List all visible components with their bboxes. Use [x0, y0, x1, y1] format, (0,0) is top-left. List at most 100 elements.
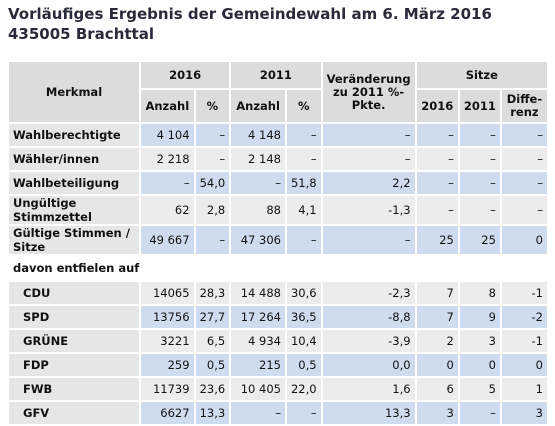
row-label: CDU	[9, 282, 140, 304]
cell: –	[231, 402, 285, 424]
table-row: GFV 6627 13,3– –13,3 3–3	[9, 402, 547, 424]
cell: –	[195, 226, 230, 254]
cell: 0,5	[195, 354, 230, 376]
cell: 13,3	[322, 402, 415, 424]
table-row: FDP 259 0,5 215 0,5 0,0 0 0 0	[9, 354, 547, 376]
cell: –	[416, 148, 458, 170]
row-label: davon entfielen auf	[9, 256, 547, 280]
cell: –	[195, 124, 230, 146]
cell: 3	[459, 330, 500, 352]
cell: 49 667	[141, 226, 194, 254]
row-label: GFV	[9, 402, 140, 424]
cell: 9	[459, 306, 500, 328]
cell: 2 218	[141, 148, 194, 170]
cell: –	[416, 196, 458, 224]
cell: 36,5	[286, 306, 321, 328]
cell: 22,0	[286, 378, 321, 400]
cell: –	[501, 196, 547, 224]
sub-header: Anzahl	[141, 90, 194, 122]
sub-header: Diffe- renz	[501, 90, 547, 122]
cell: –	[322, 226, 415, 254]
table-row: Ungültige Stimmzettel 62 2,8 88 4,1 -1,3– – –	[9, 196, 547, 224]
cell: 88	[231, 196, 285, 224]
cell: 0	[501, 354, 547, 376]
cell: 2 148	[231, 148, 285, 170]
cell: 1,6	[322, 378, 415, 400]
sub-header: %	[286, 90, 321, 122]
cell: 7	[416, 306, 458, 328]
cell: 2,8	[195, 196, 230, 224]
sub-header: 2016	[416, 90, 458, 122]
cell: 4 148	[231, 124, 285, 146]
col-header: Sitze	[416, 62, 547, 88]
cell: 2	[416, 330, 458, 352]
cell: 1	[501, 378, 547, 400]
table-row: Wahlbeteiligung –54,0–51,8 2,2– – –	[9, 172, 547, 194]
cell: –	[459, 402, 500, 424]
results-table: Merkmal 2016 2011 Veränderung zu 2011 %-…	[7, 60, 549, 426]
row-label: GRÜNE	[9, 330, 140, 352]
cell: 10 405	[231, 378, 285, 400]
cell: –	[322, 148, 415, 170]
cell: 0	[416, 354, 458, 376]
cell: –	[231, 172, 285, 194]
cell: 3	[416, 402, 458, 424]
table-row: davon entfielen auf	[9, 256, 547, 280]
cell: 54,0	[195, 172, 230, 194]
cell: –	[459, 148, 500, 170]
cell: 6,5	[195, 330, 230, 352]
cell: 8	[459, 282, 500, 304]
cell: –	[416, 124, 458, 146]
cell: –	[195, 148, 230, 170]
table-row: Wähler/innen 2 218–2 148– – – – –	[9, 148, 547, 170]
cell: 17 264	[231, 306, 285, 328]
cell: -3,9	[322, 330, 415, 352]
cell: 25	[416, 226, 458, 254]
cell: –	[459, 124, 500, 146]
cell: 5	[459, 378, 500, 400]
cell: 3	[501, 402, 547, 424]
cell: 27,7	[195, 306, 230, 328]
col-header: Merkmal	[9, 62, 140, 122]
cell: -8,8	[322, 306, 415, 328]
cell: 7	[416, 282, 458, 304]
cell: 0	[501, 226, 547, 254]
cell: 259	[141, 354, 194, 376]
row-label: Wahlberechtigte	[9, 124, 140, 146]
cell: 6	[416, 378, 458, 400]
cell: 10,4	[286, 330, 321, 352]
cell: -2	[501, 306, 547, 328]
cell: 0,5	[286, 354, 321, 376]
cell: -1,3	[322, 196, 415, 224]
table-row: Gültige Stimmen / Sitze 49 667–47 306– –25…	[9, 226, 547, 254]
row-label: Gültige Stimmen / Sitze	[9, 226, 140, 254]
cell: 47 306	[231, 226, 285, 254]
cell: 4,1	[286, 196, 321, 224]
cell: 23,6	[195, 378, 230, 400]
cell: 13,3	[195, 402, 230, 424]
row-label: Wahlbeteiligung	[9, 172, 140, 194]
cell: 30,6	[286, 282, 321, 304]
title-line: 435005 Brachttal	[8, 25, 154, 43]
row-label: Wähler/innen	[9, 148, 140, 170]
cell: –	[286, 402, 321, 424]
row-label: SPD	[9, 306, 140, 328]
cell: 6627	[141, 402, 194, 424]
table-row: FWB 11739 23,6 10 405 22,0 1,6 6 5 1	[9, 378, 547, 400]
title: Vorläufiges Ergebnis der Gemeindewahl am…	[8, 4, 492, 44]
cell: 3221	[141, 330, 194, 352]
cell: -1	[501, 330, 547, 352]
col-header: 2011	[231, 62, 321, 88]
cell: 14 488	[231, 282, 285, 304]
table-row: CDU 14065 28,3 14 488 30,6 -2,3 7 8 -1	[9, 282, 547, 304]
cell: –	[501, 124, 547, 146]
cell: –	[459, 196, 500, 224]
cell: 62	[141, 196, 194, 224]
cell: 4 934	[231, 330, 285, 352]
sub-header: Anzahl	[231, 90, 285, 122]
col-header: Veränderung zu 2011 %-Pkte.	[322, 62, 415, 122]
cell: –	[286, 124, 321, 146]
cell: 11739	[141, 378, 194, 400]
row-label: FDP	[9, 354, 140, 376]
